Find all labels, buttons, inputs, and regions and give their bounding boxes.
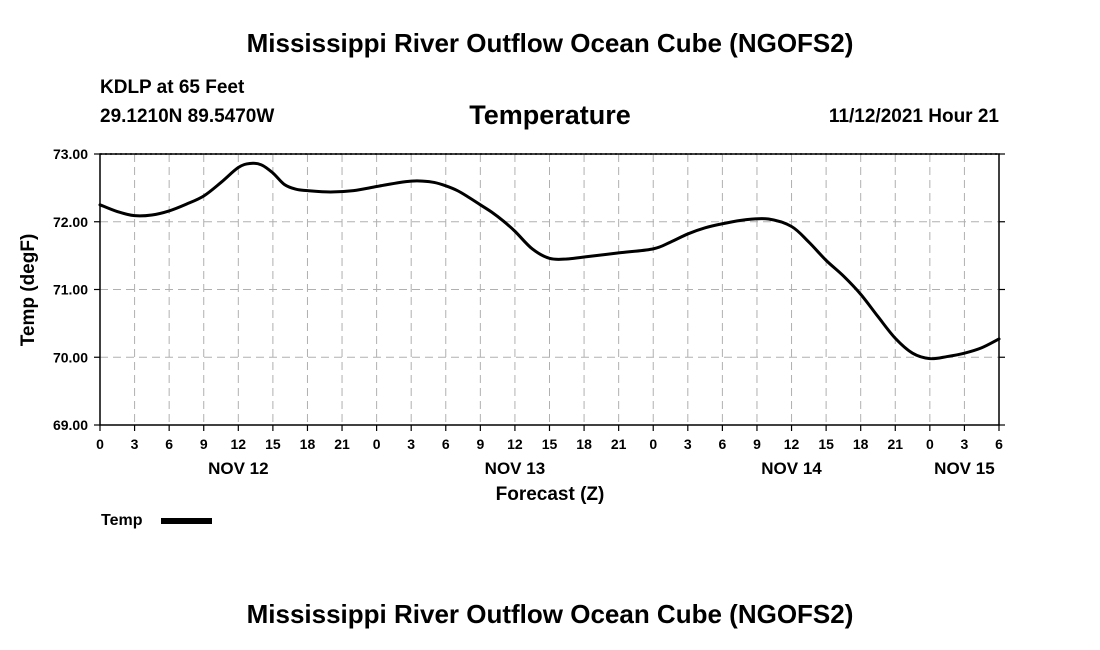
temp-series-line — [98, 161, 1001, 361]
date-label: NOV 12 — [208, 459, 268, 478]
x-tick-label: 21 — [611, 436, 627, 452]
x-tick-label: 15 — [265, 436, 281, 452]
x-tick-label: 0 — [96, 436, 104, 452]
x-tick-label: 3 — [407, 436, 415, 452]
x-tick-label: 18 — [300, 436, 316, 452]
x-tick-label: 15 — [818, 436, 834, 452]
x-tick-label: 12 — [231, 436, 247, 452]
x-tick-label: 3 — [684, 436, 692, 452]
y-axis-ticks: 69.00 70.00 71.00 72.00 73.00 — [53, 146, 1005, 433]
chart-title: Temperature — [469, 100, 631, 130]
y-tick-label: 72.00 — [53, 214, 88, 230]
y-axis-label: Temp (degF) — [18, 234, 39, 347]
x-tick-label: 3 — [131, 436, 139, 452]
x-tick-label: 9 — [753, 436, 761, 452]
x-tick-label: 6 — [442, 436, 450, 452]
grid — [100, 154, 999, 425]
date-labels: NOV 12 NOV 13 NOV 14 NOV 15 — [208, 459, 995, 478]
x-tick-label: 18 — [576, 436, 592, 452]
x-tick-label: 12 — [784, 436, 800, 452]
x-tick-label: 9 — [200, 436, 208, 452]
station-coordinates: 29.1210N 89.5470W — [100, 106, 275, 127]
x-tick-label: 21 — [887, 436, 903, 452]
x-tick-label: 3 — [961, 436, 969, 452]
x-axis-label: Forecast (Z) — [496, 484, 605, 505]
x-tick-label: 21 — [334, 436, 350, 452]
date-label: NOV 14 — [761, 459, 822, 478]
legend-label: Temp — [101, 512, 143, 529]
page-title: Mississippi River Outflow Ocean Cube (NG… — [246, 28, 854, 58]
x-tick-label: 0 — [926, 436, 934, 452]
forecast-datetime: 11/12/2021 Hour 21 — [828, 106, 999, 127]
x-tick-label: 6 — [718, 436, 726, 452]
x-axis-ticks: 0 3 6 9 12 15 18 21 0 3 6 9 12 15 18 21 0 3 6 9 12 15 18 21 0 3 6 — [96, 425, 1003, 452]
x-tick-label: 15 — [542, 436, 558, 452]
x-tick-label: 6 — [995, 436, 1003, 452]
x-tick-label: 9 — [476, 436, 484, 452]
y-tick-label: 70.00 — [53, 349, 88, 365]
y-tick-label: 73.00 — [53, 146, 88, 162]
footer-title: Mississippi River Outflow Ocean Cube (NG… — [246, 599, 854, 629]
x-tick-label: 0 — [649, 436, 657, 452]
x-tick-label: 6 — [165, 436, 173, 452]
date-label: NOV 15 — [934, 459, 994, 478]
y-tick-label: 71.00 — [53, 282, 88, 298]
x-tick-label: 18 — [853, 436, 869, 452]
x-tick-label: 0 — [373, 436, 381, 452]
station-label: KDLP at 65 Feet — [100, 77, 245, 98]
y-tick-label: 69.00 — [53, 417, 88, 433]
x-tick-label: 12 — [507, 436, 523, 452]
date-label: NOV 13 — [485, 459, 545, 478]
